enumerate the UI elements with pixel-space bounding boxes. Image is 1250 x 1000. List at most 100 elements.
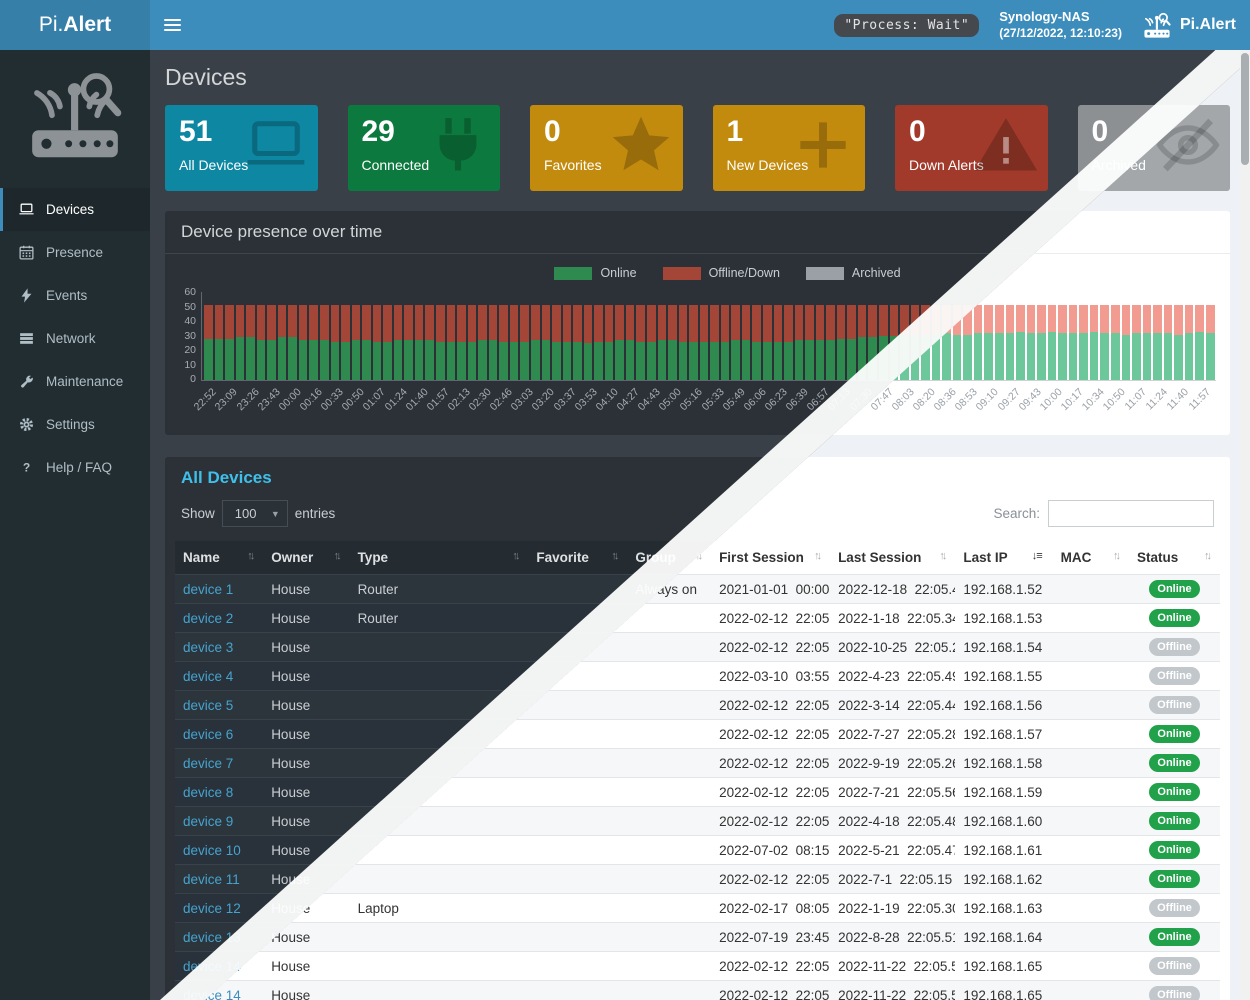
- y-tick: 60: [184, 286, 196, 298]
- pialert-logo: [23, 70, 127, 162]
- cell-last-ip: 192.168.1.52: [955, 574, 1053, 604]
- chart-bar: [857, 305, 867, 380]
- cell-name: device 9: [175, 806, 264, 836]
- chart-bar: [615, 305, 624, 380]
- cell-status: Online: [1129, 864, 1220, 894]
- column-header-name[interactable]: Name↑↓: [175, 541, 264, 575]
- cell-last-ip: 192.168.1.63: [955, 893, 1053, 923]
- device-link[interactable]: device 3: [183, 639, 234, 655]
- column-header-status[interactable]: Status↑↓: [1129, 541, 1220, 575]
- chart-bar: [520, 305, 529, 380]
- cell-status: Offline: [1129, 980, 1220, 1000]
- chart-bar: [689, 305, 698, 380]
- device-link[interactable]: device 9: [183, 813, 234, 829]
- chart-bar: [1132, 305, 1141, 380]
- cell-name: device 8: [175, 777, 264, 807]
- hamburger-icon: [163, 24, 181, 26]
- plug-icon: [424, 111, 492, 179]
- cell-last-session: 2022-4-23 22:05.49: [830, 661, 956, 691]
- status-badge: Online: [1149, 580, 1200, 598]
- chart-bar: [467, 305, 477, 380]
- chart-bar: [583, 305, 593, 380]
- table-row: device 12HouseLaptop2022-02-17 08:052022…: [205, 893, 1220, 923]
- sidebar-item-settings[interactable]: Settings: [0, 403, 150, 446]
- device-link[interactable]: device 5: [183, 697, 234, 713]
- column-header-mac[interactable]: MAC↑↓: [1052, 541, 1130, 575]
- search-label: Search:: [993, 506, 1040, 521]
- wrench-icon: [18, 373, 35, 390]
- device-link[interactable]: device 2: [183, 610, 234, 626]
- chart-bar: [973, 305, 983, 380]
- sort-icon: ↑↓: [247, 550, 255, 562]
- chart-bar: [1026, 305, 1036, 380]
- app-logo[interactable]: Pi.Alert: [0, 0, 150, 50]
- star-icon: [607, 111, 675, 179]
- cell-first-session: 2022-02-12 22:05: [711, 748, 831, 778]
- cell-type: Router: [349, 603, 529, 633]
- x-tick: 22:52: [191, 386, 220, 414]
- status-badge: Offline: [1149, 986, 1200, 1000]
- sidebar-item-devices[interactable]: Devices: [0, 188, 150, 231]
- device-link[interactable]: device 13: [183, 929, 241, 945]
- column-header-favorite[interactable]: Favorite↑↓: [528, 541, 628, 575]
- device-link[interactable]: device 8: [183, 784, 234, 800]
- device-link[interactable]: device 14: [183, 958, 241, 974]
- column-header-first-session[interactable]: First Session↑↓: [711, 541, 831, 575]
- device-link[interactable]: device 10: [183, 842, 241, 858]
- column-header-type[interactable]: Type↑↓: [349, 541, 529, 575]
- scrollbar[interactable]: [1240, 50, 1250, 1000]
- chart-bar: [1037, 305, 1046, 380]
- sidebar-item-help-faq[interactable]: ? Help / FAQ: [0, 446, 150, 489]
- cell-status: Offline: [1129, 661, 1220, 691]
- sidebar-item-label: Devices: [46, 202, 95, 217]
- host-info: Synology-NAS (27/12/2022, 12:10:23): [999, 9, 1122, 40]
- cell-type: Router: [349, 574, 529, 604]
- table-row: device 14House2022-02-12 22:052022-11-22…: [205, 951, 1220, 981]
- chart-bar: [573, 305, 582, 380]
- cell-status: Online: [1129, 748, 1220, 778]
- sidebar-item-maintenance[interactable]: Maintenance: [0, 360, 150, 403]
- entries-select[interactable]: 100: [221, 500, 288, 527]
- chart-bar: [1005, 305, 1015, 380]
- device-link[interactable]: device 1: [183, 581, 234, 597]
- chart-bar: [752, 305, 761, 380]
- chart-bar: [362, 305, 371, 380]
- cell-favorite: [528, 748, 628, 778]
- legend-item-archived: Archived: [805, 266, 901, 280]
- column-header-last-ip[interactable]: Last IP↓≡: [955, 541, 1053, 575]
- device-link[interactable]: device 7: [183, 755, 234, 771]
- cell-favorite: [528, 603, 628, 633]
- cell-first-session: 2022-02-12 22:05: [711, 806, 831, 836]
- sidebar-item-presence[interactable]: Presence: [0, 231, 150, 274]
- cell-first-session: 2022-02-12 22:05: [711, 719, 831, 749]
- sidebar-toggle-button[interactable]: [150, 0, 194, 50]
- cell-last-ip: 192.168.1.53: [955, 603, 1053, 633]
- page-title: Devices: [165, 64, 247, 90]
- column-header-owner[interactable]: Owner↑↓: [263, 541, 350, 575]
- cell-name: device 11: [175, 864, 264, 894]
- device-link[interactable]: device 11: [183, 871, 240, 887]
- cell-mac: [1052, 777, 1130, 807]
- top-navbar: Pi.Alert "Process: Wait" Synology-NAS (2…: [0, 0, 1250, 50]
- legend-swatch: [662, 266, 701, 280]
- sidebar-item-events[interactable]: Events: [0, 274, 150, 317]
- sort-icon: ↑↓: [512, 550, 520, 562]
- column-header-last-session[interactable]: Last Session↑↓: [830, 541, 956, 575]
- cell-last-ip: 192.168.1.65: [955, 980, 1053, 1000]
- cell-mac: [1052, 719, 1130, 749]
- cell-name: device 7: [175, 748, 264, 778]
- chart-bar: [1142, 305, 1152, 380]
- sidebar-item-network[interactable]: Network: [0, 317, 150, 360]
- cell-owner: House: [263, 574, 350, 604]
- sort-icon: ↑↓: [1204, 550, 1212, 562]
- search-input[interactable]: [1048, 500, 1214, 527]
- device-link[interactable]: device 6: [183, 726, 234, 742]
- device-link[interactable]: device 12: [183, 900, 241, 916]
- device-link[interactable]: device 4: [183, 668, 234, 684]
- scrollbar-thumb[interactable]: [1241, 53, 1249, 165]
